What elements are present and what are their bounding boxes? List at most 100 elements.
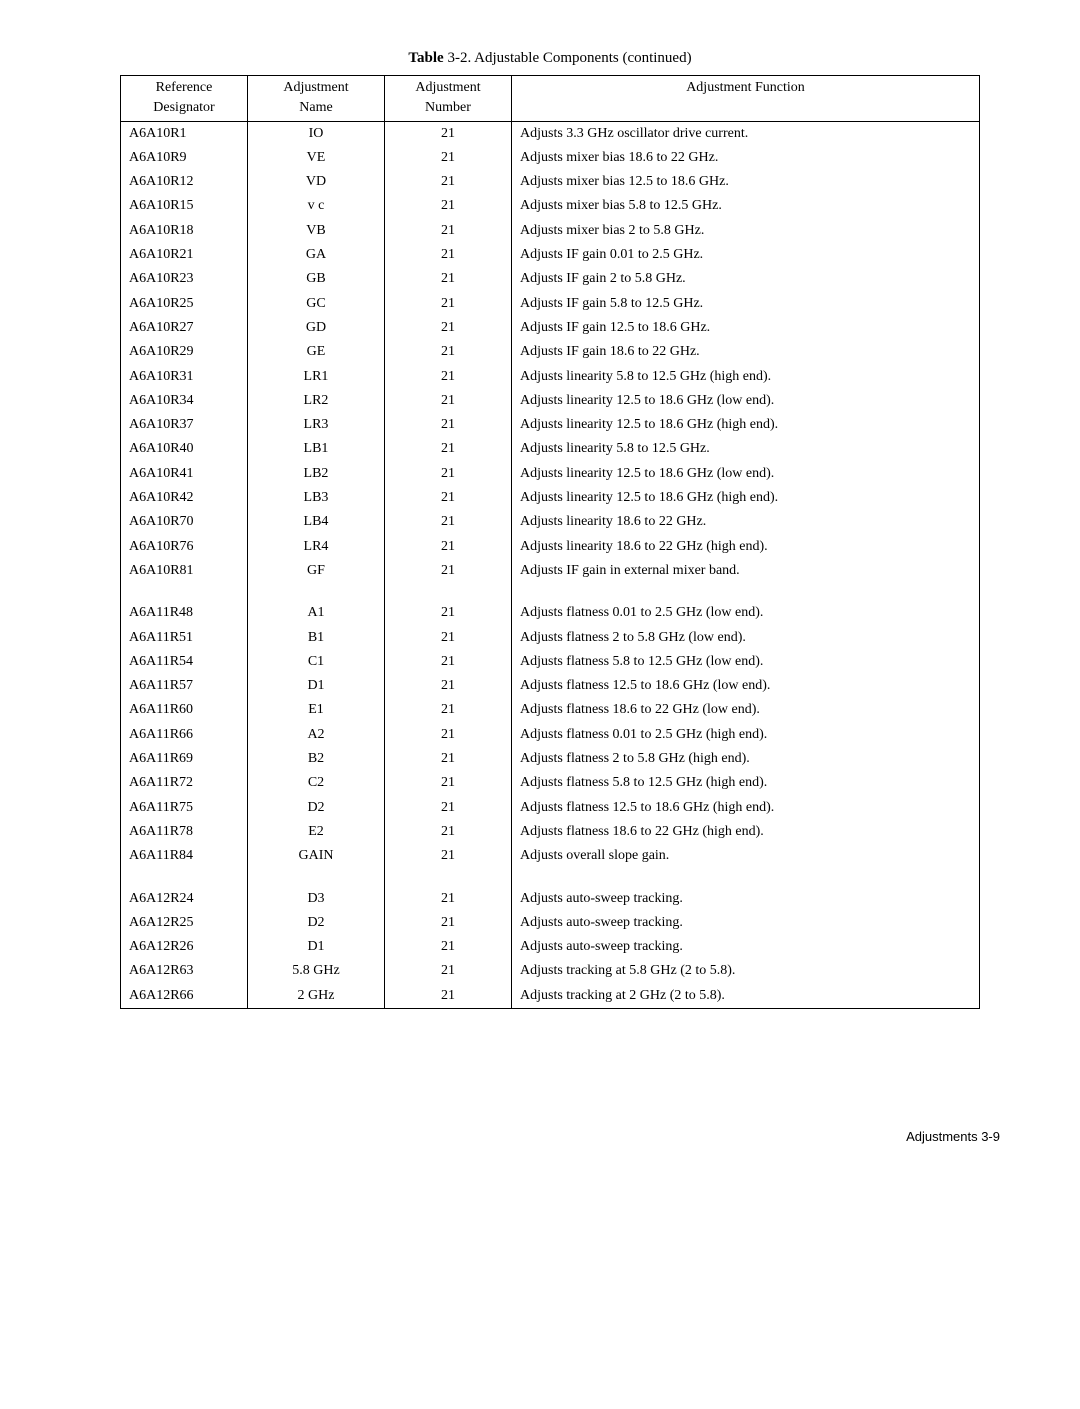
table-row: A6A11R66A221Adjusts flatness 0.01 to 2.5… — [121, 723, 980, 747]
cell: 21 — [385, 267, 512, 291]
header-adj-name: AdjustmentName — [248, 76, 385, 122]
cell: Adjusts linearity 12.5 to 18.6 GHz (high… — [512, 486, 980, 510]
cell: A6A12R63 — [121, 959, 248, 983]
cell: A6A11R78 — [121, 820, 248, 844]
cell: Adjusts IF gain 18.6 to 22 GHz. — [512, 340, 980, 364]
table-row: A6A12R25D221Adjusts auto-sweep tracking. — [121, 911, 980, 935]
cell: Adjusts IF gain 2 to 5.8 GHz. — [512, 267, 980, 291]
table-row: A6A10R21GA21Adjusts IF gain 0.01 to 2.5 … — [121, 243, 980, 267]
cell: GB — [248, 267, 385, 291]
cell: 21 — [385, 911, 512, 935]
cell: 21 — [385, 650, 512, 674]
cell: 21 — [385, 601, 512, 625]
cell: LR3 — [248, 413, 385, 437]
cell: Adjusts linearity 12.5 to 18.6 GHz (high… — [512, 413, 980, 437]
cell: Adjusts flatness 18.6 to 22 GHz (low end… — [512, 698, 980, 722]
caption-bold: Table — [408, 50, 443, 66]
table-row: A6A11R57D121Adjusts flatness 12.5 to 18.… — [121, 674, 980, 698]
cell: A6A11R84 — [121, 844, 248, 868]
table-row: A6A11R60E121Adjusts flatness 18.6 to 22 … — [121, 698, 980, 722]
table-row: A6A10R81GF21Adjusts IF gain in external … — [121, 559, 980, 583]
table-row: A6A10R23GB21Adjusts IF gain 2 to 5.8 GHz… — [121, 267, 980, 291]
cell: A6A10R15 — [121, 194, 248, 218]
table-row: A6A11R78E221Adjusts flatness 18.6 to 22 … — [121, 820, 980, 844]
cell: Adjusts linearity 5.8 to 12.5 GHz (high … — [512, 365, 980, 389]
cell: Adjusts auto-sweep tracking. — [512, 935, 980, 959]
cell: Adjusts flatness 2 to 5.8 GHz (high end)… — [512, 747, 980, 771]
cell: 21 — [385, 887, 512, 911]
cell: Adjusts tracking at 2 GHz (2 to 5.8). — [512, 984, 980, 1009]
cell: A6A10R34 — [121, 389, 248, 413]
cell: 21 — [385, 413, 512, 437]
cell: 21 — [385, 723, 512, 747]
cell: 21 — [385, 674, 512, 698]
cell: Adjusts mixer bias 18.6 to 22 GHz. — [512, 146, 980, 170]
cell: A6A10R70 — [121, 510, 248, 534]
cell: 21 — [385, 292, 512, 316]
cell: LB1 — [248, 437, 385, 461]
cell: A6A11R66 — [121, 723, 248, 747]
cell: A6A12R25 — [121, 911, 248, 935]
cell: A6A11R54 — [121, 650, 248, 674]
header-adj-function: Adjustment Function — [512, 76, 980, 122]
cell: A6A11R60 — [121, 698, 248, 722]
cell: D1 — [248, 674, 385, 698]
cell: 5.8 GHz — [248, 959, 385, 983]
table-row: A6A10R40LB121Adjusts linearity 5.8 to 12… — [121, 437, 980, 461]
page-footer: Adjustments 3-9 — [80, 1129, 1020, 1144]
cell: A6A11R48 — [121, 601, 248, 625]
cell: A6A10R37 — [121, 413, 248, 437]
cell: Adjusts mixer bias 5.8 to 12.5 GHz. — [512, 194, 980, 218]
cell: D2 — [248, 911, 385, 935]
cell: A6A11R57 — [121, 674, 248, 698]
cell: A6A10R1 — [121, 121, 248, 146]
cell: 21 — [385, 796, 512, 820]
cell: Adjusts auto-sweep tracking. — [512, 887, 980, 911]
cell: B2 — [248, 747, 385, 771]
cell: 21 — [385, 486, 512, 510]
cell: Adjusts flatness 0.01 to 2.5 GHz (low en… — [512, 601, 980, 625]
cell: Adjusts IF gain 12.5 to 18.6 GHz. — [512, 316, 980, 340]
cell: C1 — [248, 650, 385, 674]
cell: Adjusts flatness 5.8 to 12.5 GHz (high e… — [512, 771, 980, 795]
cell: A6A12R26 — [121, 935, 248, 959]
cell: LB3 — [248, 486, 385, 510]
cell: D3 — [248, 887, 385, 911]
cell: 21 — [385, 844, 512, 868]
cell: A6A10R25 — [121, 292, 248, 316]
cell: LB2 — [248, 462, 385, 486]
cell: v c — [248, 194, 385, 218]
cell: GA — [248, 243, 385, 267]
cell: E2 — [248, 820, 385, 844]
table-row: A6A12R635.8 GHz21Adjusts tracking at 5.8… — [121, 959, 980, 983]
cell: GE — [248, 340, 385, 364]
cell: A6A10R81 — [121, 559, 248, 583]
table-row: A6A10R1IO21Adjusts 3.3 GHz oscillator dr… — [121, 121, 980, 146]
cell: Adjusts 3.3 GHz oscillator drive current… — [512, 121, 980, 146]
table-row: A6A10R70LB421Adjusts linearity 18.6 to 2… — [121, 510, 980, 534]
cell: A6A10R76 — [121, 535, 248, 559]
cell: A1 — [248, 601, 385, 625]
cell: GF — [248, 559, 385, 583]
table-row: A6A10R42LB321Adjusts linearity 12.5 to 1… — [121, 486, 980, 510]
cell: A6A10R21 — [121, 243, 248, 267]
table-row: A6A12R26D121Adjusts auto-sweep tracking. — [121, 935, 980, 959]
cell: VB — [248, 219, 385, 243]
cell: LR1 — [248, 365, 385, 389]
cell: A6A10R12 — [121, 170, 248, 194]
cell: A6A11R51 — [121, 626, 248, 650]
cell: Adjusts mixer bias 12.5 to 18.6 GHz. — [512, 170, 980, 194]
table-row: A6A10R15v c21Adjusts mixer bias 5.8 to 1… — [121, 194, 980, 218]
cell: A6A10R27 — [121, 316, 248, 340]
table-row: A6A10R31LR121Adjusts linearity 5.8 to 12… — [121, 365, 980, 389]
cell: GD — [248, 316, 385, 340]
cell: Adjusts linearity 12.5 to 18.6 GHz (low … — [512, 389, 980, 413]
cell: 21 — [385, 170, 512, 194]
cell: 21 — [385, 194, 512, 218]
cell: A6A10R42 — [121, 486, 248, 510]
cell: 21 — [385, 365, 512, 389]
cell: Adjusts flatness 18.6 to 22 GHz (high en… — [512, 820, 980, 844]
cell: 21 — [385, 698, 512, 722]
cell: LB4 — [248, 510, 385, 534]
table-row: A6A11R75D221Adjusts flatness 12.5 to 18.… — [121, 796, 980, 820]
